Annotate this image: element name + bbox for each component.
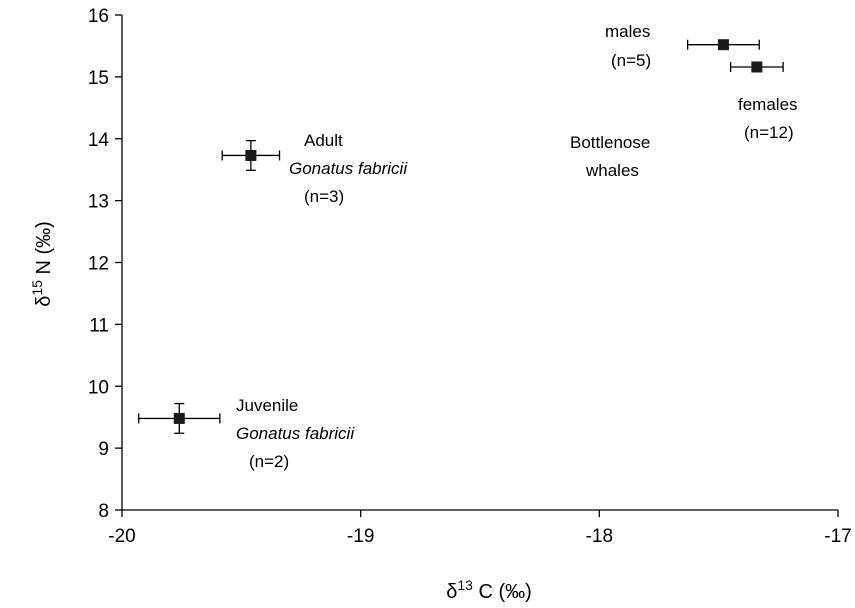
annotation-adult-line3: (n=3) [304, 187, 344, 206]
y-tick-label: 10 [88, 377, 109, 398]
annotation-males-line1: males [605, 22, 650, 41]
square-marker [245, 149, 257, 161]
x-tick-label: -18 [586, 526, 613, 547]
x-axis-label: δ13 C (‰) [446, 577, 532, 603]
axes [121, 15, 838, 511]
y-tick-label: 12 [88, 254, 109, 275]
y-axis-label: δ15 N (‰) [29, 221, 55, 307]
annotation-juvenile-line3: (n=2) [249, 452, 289, 471]
annotation-juvenile-line1: Juvenile [236, 396, 298, 415]
y-tick-label: 13 [88, 192, 109, 213]
annotation-males-line2: (n=5) [611, 51, 651, 70]
x-axis-label-prefix: δ [446, 581, 457, 603]
y-axis-label-sup: 15 [29, 280, 45, 296]
annotation-whales-line2: whales [585, 161, 639, 180]
y-tick-label: 16 [88, 6, 109, 27]
y-tick-label: 14 [88, 130, 110, 151]
data-point-females [729, 61, 784, 73]
x-tick-label: -20 [108, 526, 135, 547]
y-tick-label: 11 [89, 315, 109, 336]
x-axis-ticks: -20 -19 -18 -17 [108, 510, 852, 547]
data-point-juvenile-gonatus [138, 402, 221, 434]
y-axis-label-prefix: δ [33, 296, 55, 307]
y-axis-ticks: 8 9 10 11 12 13 14 15 16 [88, 6, 122, 522]
square-marker [717, 39, 729, 51]
x-axis-label-suffix: C (‰) [473, 581, 532, 603]
data-point-males [686, 39, 760, 51]
square-marker [751, 61, 763, 73]
y-tick-label: 8 [98, 501, 109, 522]
annotation-juvenile-line2: Gonatus fabricii [236, 424, 355, 443]
annotation-females-line1: females [738, 95, 798, 114]
x-tick-label: -19 [347, 526, 374, 547]
data-points [138, 39, 784, 434]
annotation-adult-line1: Adult [304, 131, 343, 150]
y-tick-label: 15 [88, 68, 109, 89]
y-axis-label-suffix: N (‰) [33, 221, 55, 280]
annotation-whales-line1: Bottlenose [570, 133, 650, 152]
annotation-adult-line2: Gonatus fabricii [289, 159, 408, 178]
annotation-females-line2: (n=12) [744, 123, 794, 142]
x-tick-label: -17 [824, 526, 851, 547]
data-point-adult-gonatus [221, 139, 281, 171]
annotations: Juvenile Gonatus fabricii (n=2) Adult Gonatu… [236, 22, 798, 471]
square-marker [173, 412, 185, 424]
x-axis-label-sup: 13 [457, 577, 473, 593]
y-tick-label: 9 [98, 439, 109, 460]
